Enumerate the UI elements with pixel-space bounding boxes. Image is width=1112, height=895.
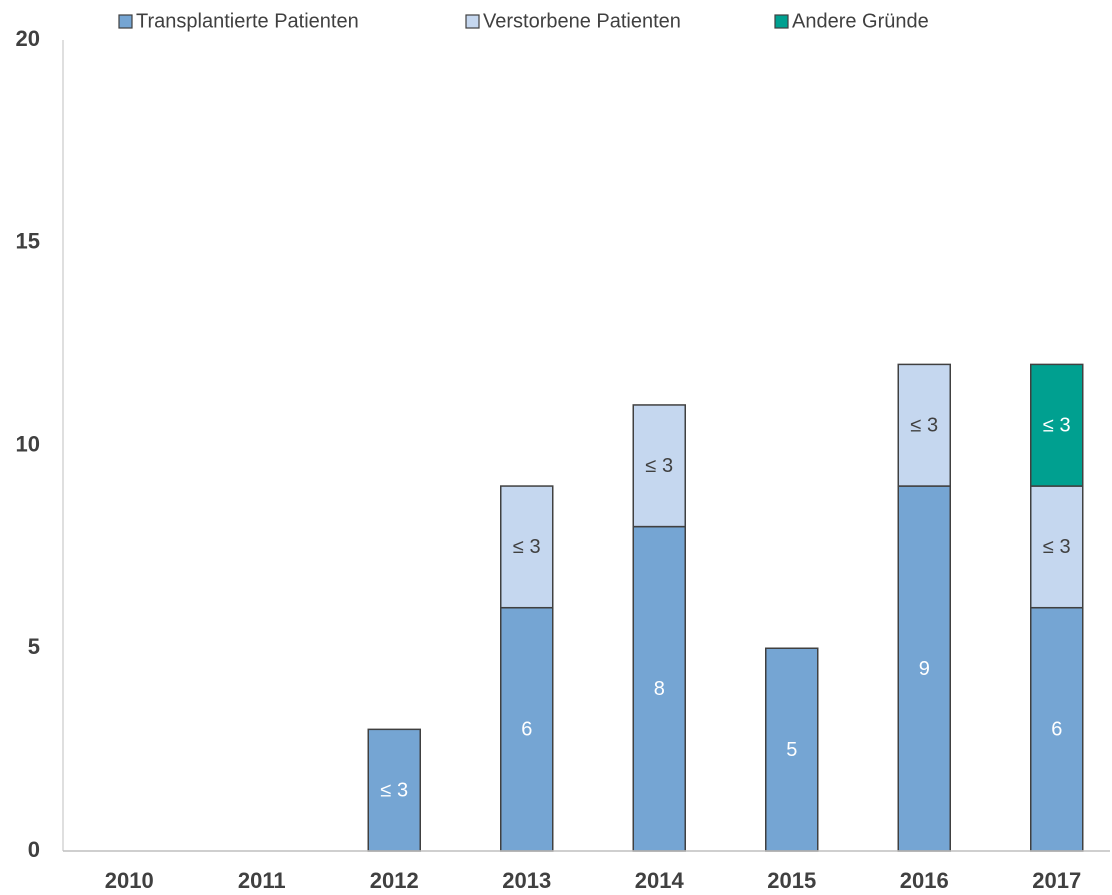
value-label: 6 — [521, 719, 532, 741]
y-tick-label: 10 — [16, 431, 40, 456]
legend-swatch — [774, 14, 789, 29]
legend-swatch — [118, 14, 133, 29]
x-tick-label: 2014 — [635, 868, 685, 893]
legend-swatch — [465, 14, 480, 29]
value-label: 5 — [786, 739, 797, 761]
legend-label: Verstorbene Patienten — [483, 10, 681, 32]
bar-segment — [632, 404, 686, 528]
value-label: ≤ 3 — [1043, 415, 1071, 437]
y-tick-label: 15 — [16, 229, 40, 254]
value-label: 8 — [654, 678, 665, 700]
bar-segment — [632, 525, 686, 852]
x-tick-label: 2017 — [1032, 868, 1081, 893]
x-tick-label: 2013 — [502, 868, 551, 893]
x-tick-label: 2010 — [105, 868, 154, 893]
legend-label: Transplantierte Patienten — [136, 10, 359, 32]
bar-segment — [1030, 363, 1084, 487]
bar-segment — [1030, 485, 1084, 609]
legend-label: Andere Gründe — [792, 10, 929, 32]
value-label: ≤ 3 — [645, 455, 673, 477]
bar-segment — [1030, 606, 1084, 852]
bar-segment — [897, 363, 951, 487]
value-label: ≤ 3 — [1043, 536, 1071, 558]
y-tick-label: 5 — [28, 634, 40, 659]
bar-segment — [897, 485, 951, 852]
value-label: ≤ 3 — [910, 415, 938, 437]
x-tick-label: 2015 — [767, 868, 816, 893]
value-label: 6 — [1051, 719, 1062, 741]
y-tick-label: 20 — [16, 26, 40, 51]
bar-segment — [500, 485, 554, 609]
bar-segment — [500, 606, 554, 852]
value-label: 9 — [919, 658, 930, 680]
value-label: ≤ 3 — [513, 536, 541, 558]
x-tick-label: 2016 — [900, 868, 949, 893]
y-tick-label: 0 — [28, 837, 40, 862]
x-tick-label: 2011 — [238, 868, 286, 893]
x-tick-label: 2012 — [370, 868, 419, 893]
value-label: ≤ 3 — [380, 779, 408, 801]
bar-segment — [765, 647, 819, 852]
